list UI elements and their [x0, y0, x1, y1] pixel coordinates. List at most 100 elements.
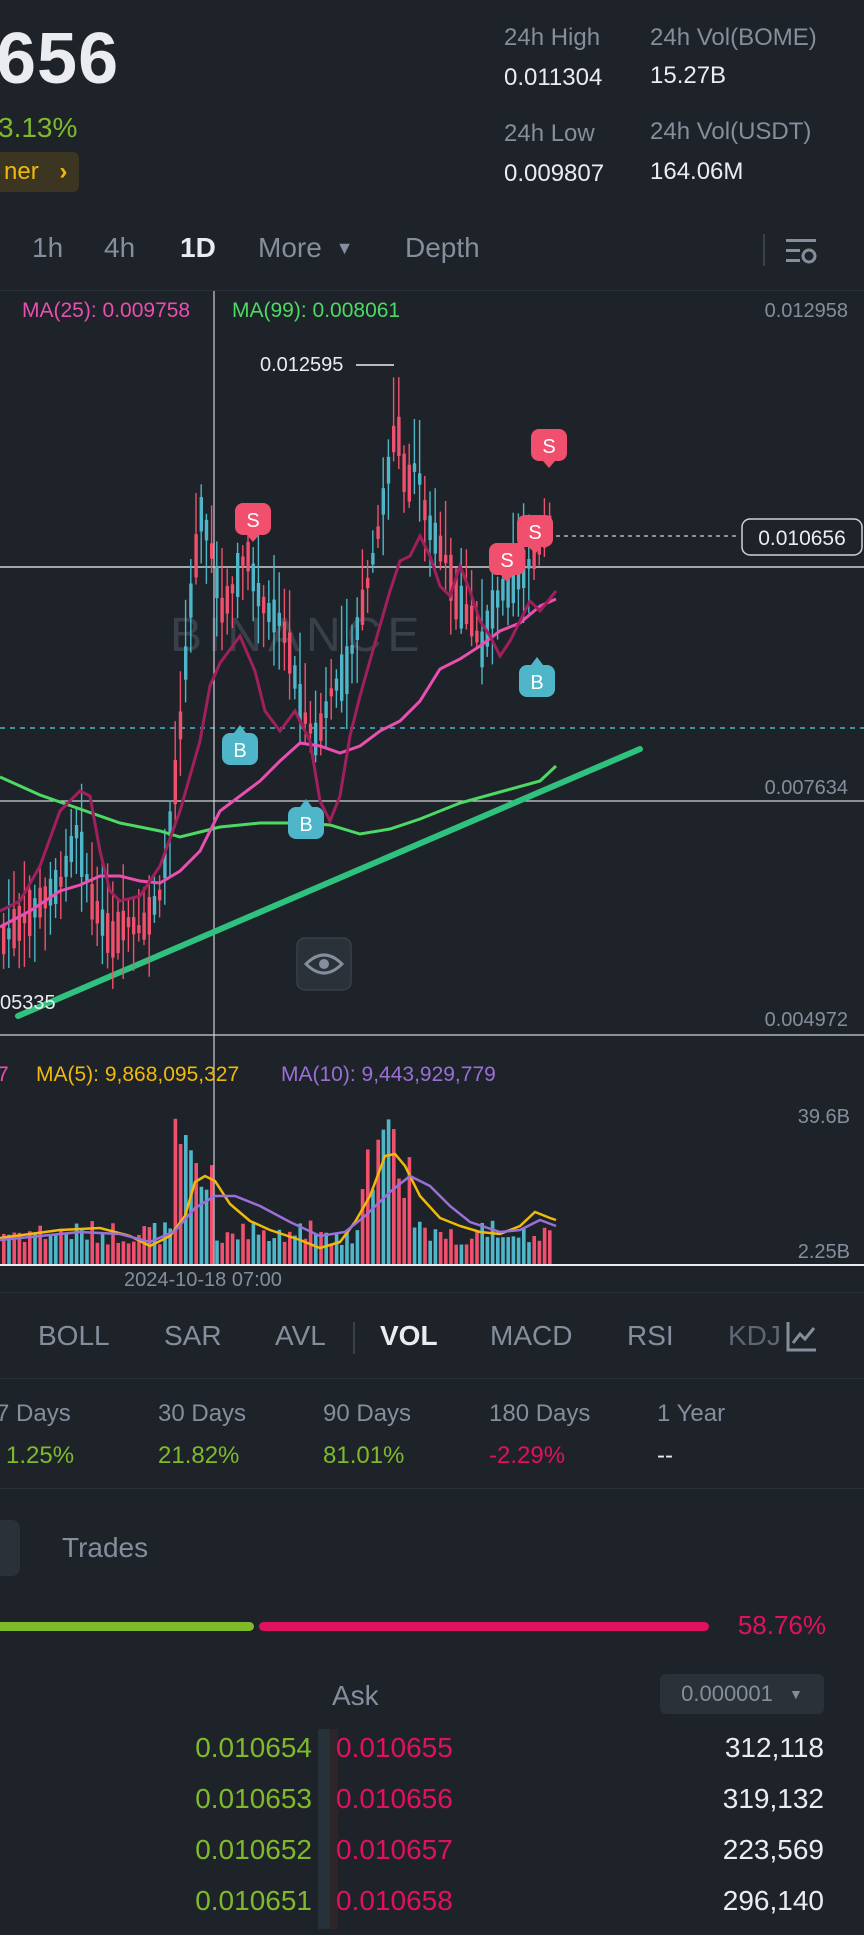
indicator-divider-line: [0, 1378, 864, 1379]
bid-price: 0.010654: [195, 1732, 312, 1763]
volume-bar: [158, 1244, 162, 1265]
candle-body: [501, 578, 505, 601]
volume-bar: [506, 1237, 510, 1265]
candle-body: [168, 811, 172, 837]
volume-bar: [80, 1228, 84, 1265]
candle-body: [225, 586, 229, 614]
candle-body: [454, 577, 458, 620]
candle-body: [256, 582, 261, 607]
indicator-avl[interactable]: AVL: [275, 1320, 326, 1351]
crosshair-date-label: 2024-10-18 07:00: [124, 1269, 282, 1291]
indicator-kdj[interactable]: KDJ: [728, 1320, 781, 1351]
volume-bar: [490, 1220, 495, 1265]
volume-bar: [527, 1242, 531, 1265]
candle-body: [308, 723, 313, 734]
indicator-vol[interactable]: VOL: [380, 1320, 438, 1351]
volume-bar: [407, 1157, 412, 1265]
bid-depth-bar: [318, 1729, 330, 1929]
orderbook-row[interactable]: 0.010654 0.010655 312,118: [0, 1732, 864, 1782]
timeframe-1d[interactable]: 1D: [180, 232, 216, 263]
stat-24h-vol-base-label: 24h Vol(BOME): [650, 24, 817, 51]
candle-body: [303, 712, 307, 724]
candle-body: [2, 923, 6, 955]
indicator-macd[interactable]: MACD: [490, 1320, 573, 1351]
perf-7d-value: 1.25%: [6, 1442, 75, 1469]
volume-bar: [480, 1222, 484, 1265]
candle-body: [444, 554, 448, 564]
sell-marker[interactable]: S: [489, 543, 525, 582]
indicator-sar[interactable]: SAR: [164, 1320, 222, 1351]
tab-order-book[interactable]: [0, 1520, 20, 1576]
candle-body: [111, 921, 115, 958]
category-tag[interactable]: ner ›: [0, 152, 80, 192]
candle-body: [85, 874, 89, 884]
eye-icon[interactable]: [296, 937, 352, 991]
ma25-line: [0, 597, 557, 929]
candle-body: [459, 585, 463, 629]
sell-marker[interactable]: S: [531, 429, 567, 468]
candlestick-chart[interactable]: BINANCE 0.012958 0.007634 0.004972 0.010…: [0, 291, 864, 1036]
volume-bar: [355, 1230, 360, 1265]
candle-body: [95, 901, 99, 924]
volume-bar: [43, 1239, 48, 1265]
perf-30d-value: 21.82%: [158, 1442, 240, 1469]
volume-bar: [12, 1232, 16, 1265]
volume-bar: [178, 1143, 183, 1265]
vol-legend-cut: 7: [0, 1063, 9, 1086]
indicator-boll[interactable]: BOLL: [38, 1320, 110, 1351]
candle-body: [132, 917, 136, 935]
volume-bar: [511, 1236, 516, 1265]
sell-marker[interactable]: S: [517, 515, 553, 554]
tab-trades[interactable]: Trades: [62, 1532, 149, 1563]
volume-bar: [173, 1118, 178, 1265]
precision-select[interactable]: 0.000001 ▼: [660, 1674, 824, 1714]
volume-bar: [532, 1235, 536, 1265]
timeframe-4h[interactable]: 4h: [104, 232, 136, 263]
volume-bar: [371, 1189, 375, 1265]
orderbook-row[interactable]: 0.010651 0.010658 296,140: [0, 1885, 864, 1935]
candle-body: [220, 597, 224, 623]
indicator-chart-icon[interactable]: [784, 1318, 820, 1354]
timeframe-more[interactable]: More ▼: [258, 232, 353, 264]
volume-bar: [298, 1223, 302, 1265]
volume-bar: [470, 1238, 474, 1265]
volume-bar: [54, 1233, 58, 1265]
timeframe-depth[interactable]: Depth: [405, 232, 480, 263]
timeframe-1h[interactable]: 1h: [32, 232, 64, 263]
candle-body: [470, 605, 474, 637]
buy-marker[interactable]: B: [222, 725, 258, 765]
indicator-rsi[interactable]: RSI: [627, 1320, 674, 1351]
volume-bar: [100, 1233, 105, 1265]
volume-bar: [334, 1234, 339, 1265]
volume-bar: [314, 1233, 318, 1265]
chart-settings-icon[interactable]: [784, 234, 820, 270]
volume-chart[interactable]: 7 MA(5): 9,868,095,327 MA(10): 9,443,929…: [0, 1036, 864, 1301]
volume-bar: [132, 1241, 136, 1265]
perf-90d-value: 81.01%: [323, 1442, 405, 1469]
orderbook-row[interactable]: 0.010653 0.010656 319,132: [0, 1783, 864, 1833]
perf-90d-label: 90 Days: [323, 1400, 412, 1427]
volume-bar: [111, 1223, 115, 1265]
volume-bar: [366, 1149, 370, 1265]
candle-body: [74, 825, 79, 839]
candle-body: [381, 488, 385, 515]
volume-bar: [194, 1163, 198, 1265]
candle-body: [267, 602, 271, 622]
volume-bar: [225, 1232, 230, 1265]
buy-marker[interactable]: B: [288, 799, 324, 839]
volume-bar: [220, 1242, 224, 1265]
price-change-percent: 3.13%: [0, 112, 78, 143]
perf-1y-value: --: [657, 1442, 673, 1469]
stat-24h-vol-quote-label: 24h Vol(USDT): [650, 118, 812, 145]
candle-body: [241, 556, 245, 566]
volume-bar: [168, 1228, 172, 1265]
candle-body: [251, 563, 255, 592]
sell-marker[interactable]: S: [235, 503, 271, 542]
candle-body: [480, 631, 484, 668]
volume-bar: [516, 1237, 521, 1265]
volume-bar: [522, 1227, 526, 1265]
stat-24h-low-label: 24h Low: [504, 120, 595, 147]
candle-body: [69, 835, 73, 863]
buy-marker[interactable]: B: [519, 657, 555, 697]
orderbook-row[interactable]: 0.010652 0.010657 223,569: [0, 1834, 864, 1884]
